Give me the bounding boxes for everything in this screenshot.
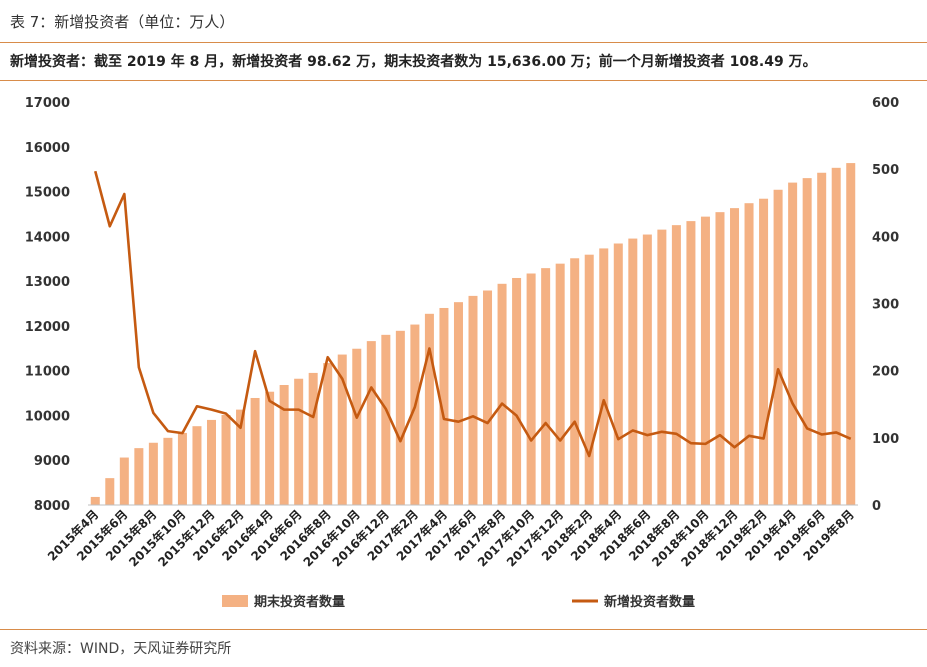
bar-period-end-investors (424, 313, 434, 505)
bar-period-end-investors (279, 385, 289, 505)
y-left-tick-label: 13000 (25, 275, 70, 290)
bar-period-end-investors (236, 409, 246, 505)
bar-period-end-investors (657, 229, 667, 505)
y-right-tick-label: 100 (872, 432, 899, 447)
y-right-tick-label: 0 (872, 499, 881, 514)
bar-period-end-investors (90, 496, 100, 505)
bar-period-end-investors (250, 397, 260, 505)
bar-period-end-investors (453, 302, 463, 505)
bar-period-end-investors (177, 432, 187, 505)
legend-swatch-bar (222, 595, 248, 607)
bar-period-end-investors (555, 263, 565, 505)
y-left-tick-label: 16000 (25, 141, 70, 156)
title-bar: 表 7：新增投资者（单位：万人） (0, 0, 927, 42)
bar-period-end-investors (497, 283, 507, 505)
bar-period-end-investors (759, 198, 769, 505)
bar-period-end-investors (744, 203, 754, 505)
bar-period-end-investors (163, 437, 173, 505)
bar-period-end-investors (715, 212, 725, 505)
bar-period-end-investors (570, 258, 580, 505)
combo-chart: 8000 9000 10000 11000 12000 13000 14000 15000 16… (25, 96, 899, 610)
bar-period-end-investors (439, 307, 449, 505)
bar-period-end-investors (221, 415, 231, 505)
bar-period-end-investors (148, 442, 158, 505)
y-right-tick-label: 200 (872, 365, 899, 380)
bar-period-end-investors (366, 341, 376, 505)
bar-period-end-investors (788, 182, 798, 505)
bar-period-end-investors (265, 391, 275, 505)
bar-period-end-investors (134, 448, 144, 505)
bar-period-end-investors (817, 172, 827, 505)
bar-period-end-investors (730, 208, 740, 505)
y-left-tick-label: 15000 (25, 186, 70, 201)
y-left-tick-label: 14000 (25, 230, 70, 245)
bar-period-end-investors (671, 225, 681, 505)
bar-period-end-investors (308, 372, 318, 505)
legend-label-line: 新增投资者数量 (604, 594, 695, 610)
y-right-tick-label: 400 (872, 230, 899, 245)
subtitle-divider (0, 80, 927, 81)
y-left-tick-label: 12000 (25, 320, 70, 335)
legend-label-bar: 期末投资者数量 (254, 594, 345, 610)
y-right-tick-label: 600 (872, 96, 899, 111)
bar-period-end-investors (831, 167, 841, 505)
bar-period-end-investors (700, 216, 710, 505)
y-left-tick-label: 9000 (34, 454, 70, 469)
bar-period-end-investors (613, 243, 623, 505)
bar-period-end-investors (192, 426, 202, 505)
bar-period-end-investors (323, 363, 333, 505)
bar-period-end-investors (686, 221, 696, 506)
bar-period-end-investors (105, 478, 115, 505)
y-left-tick-label: 10000 (25, 409, 70, 424)
top-divider (0, 42, 927, 43)
chart-title: 表 7：新增投资者（单位：万人） (10, 13, 235, 31)
bar-period-end-investors (352, 348, 362, 505)
bar-period-end-investors (628, 238, 638, 505)
y-left-tick-label: 17000 (25, 96, 70, 111)
bar-period-end-investors (599, 248, 609, 506)
bottom-divider (0, 629, 927, 630)
bar-period-end-investors (773, 189, 783, 505)
bar-period-end-investors (642, 234, 652, 506)
bar-period-end-investors (468, 295, 478, 505)
bar-period-end-investors (119, 457, 129, 505)
y-left-tick-label: 8000 (34, 499, 70, 514)
bar-period-end-investors (512, 277, 522, 505)
bar-period-end-investors (846, 163, 856, 505)
source-note: 资料来源：WIND，天风证券研究所 (10, 641, 232, 657)
y-right-tick-label: 300 (872, 298, 899, 313)
bar-period-end-investors (802, 178, 812, 505)
y-left-tick-label: 11000 (25, 365, 70, 380)
bar-period-end-investors (294, 378, 304, 505)
bar-period-end-investors (410, 324, 420, 505)
bar-period-end-investors (541, 268, 551, 505)
bar-period-end-investors (337, 354, 347, 505)
bar-period-end-investors (381, 334, 391, 505)
chart-subtitle: 新增投资者：截至 2019 年 8 月，新增投资者 98.62 万，期末投资者数… (10, 54, 817, 70)
bar-period-end-investors (483, 290, 493, 505)
bar-period-end-investors (395, 330, 405, 505)
bar-period-end-investors (526, 273, 536, 505)
bar-period-end-investors (206, 419, 216, 505)
y-right-tick-label: 500 (872, 163, 899, 178)
bar-period-end-investors (584, 254, 594, 505)
